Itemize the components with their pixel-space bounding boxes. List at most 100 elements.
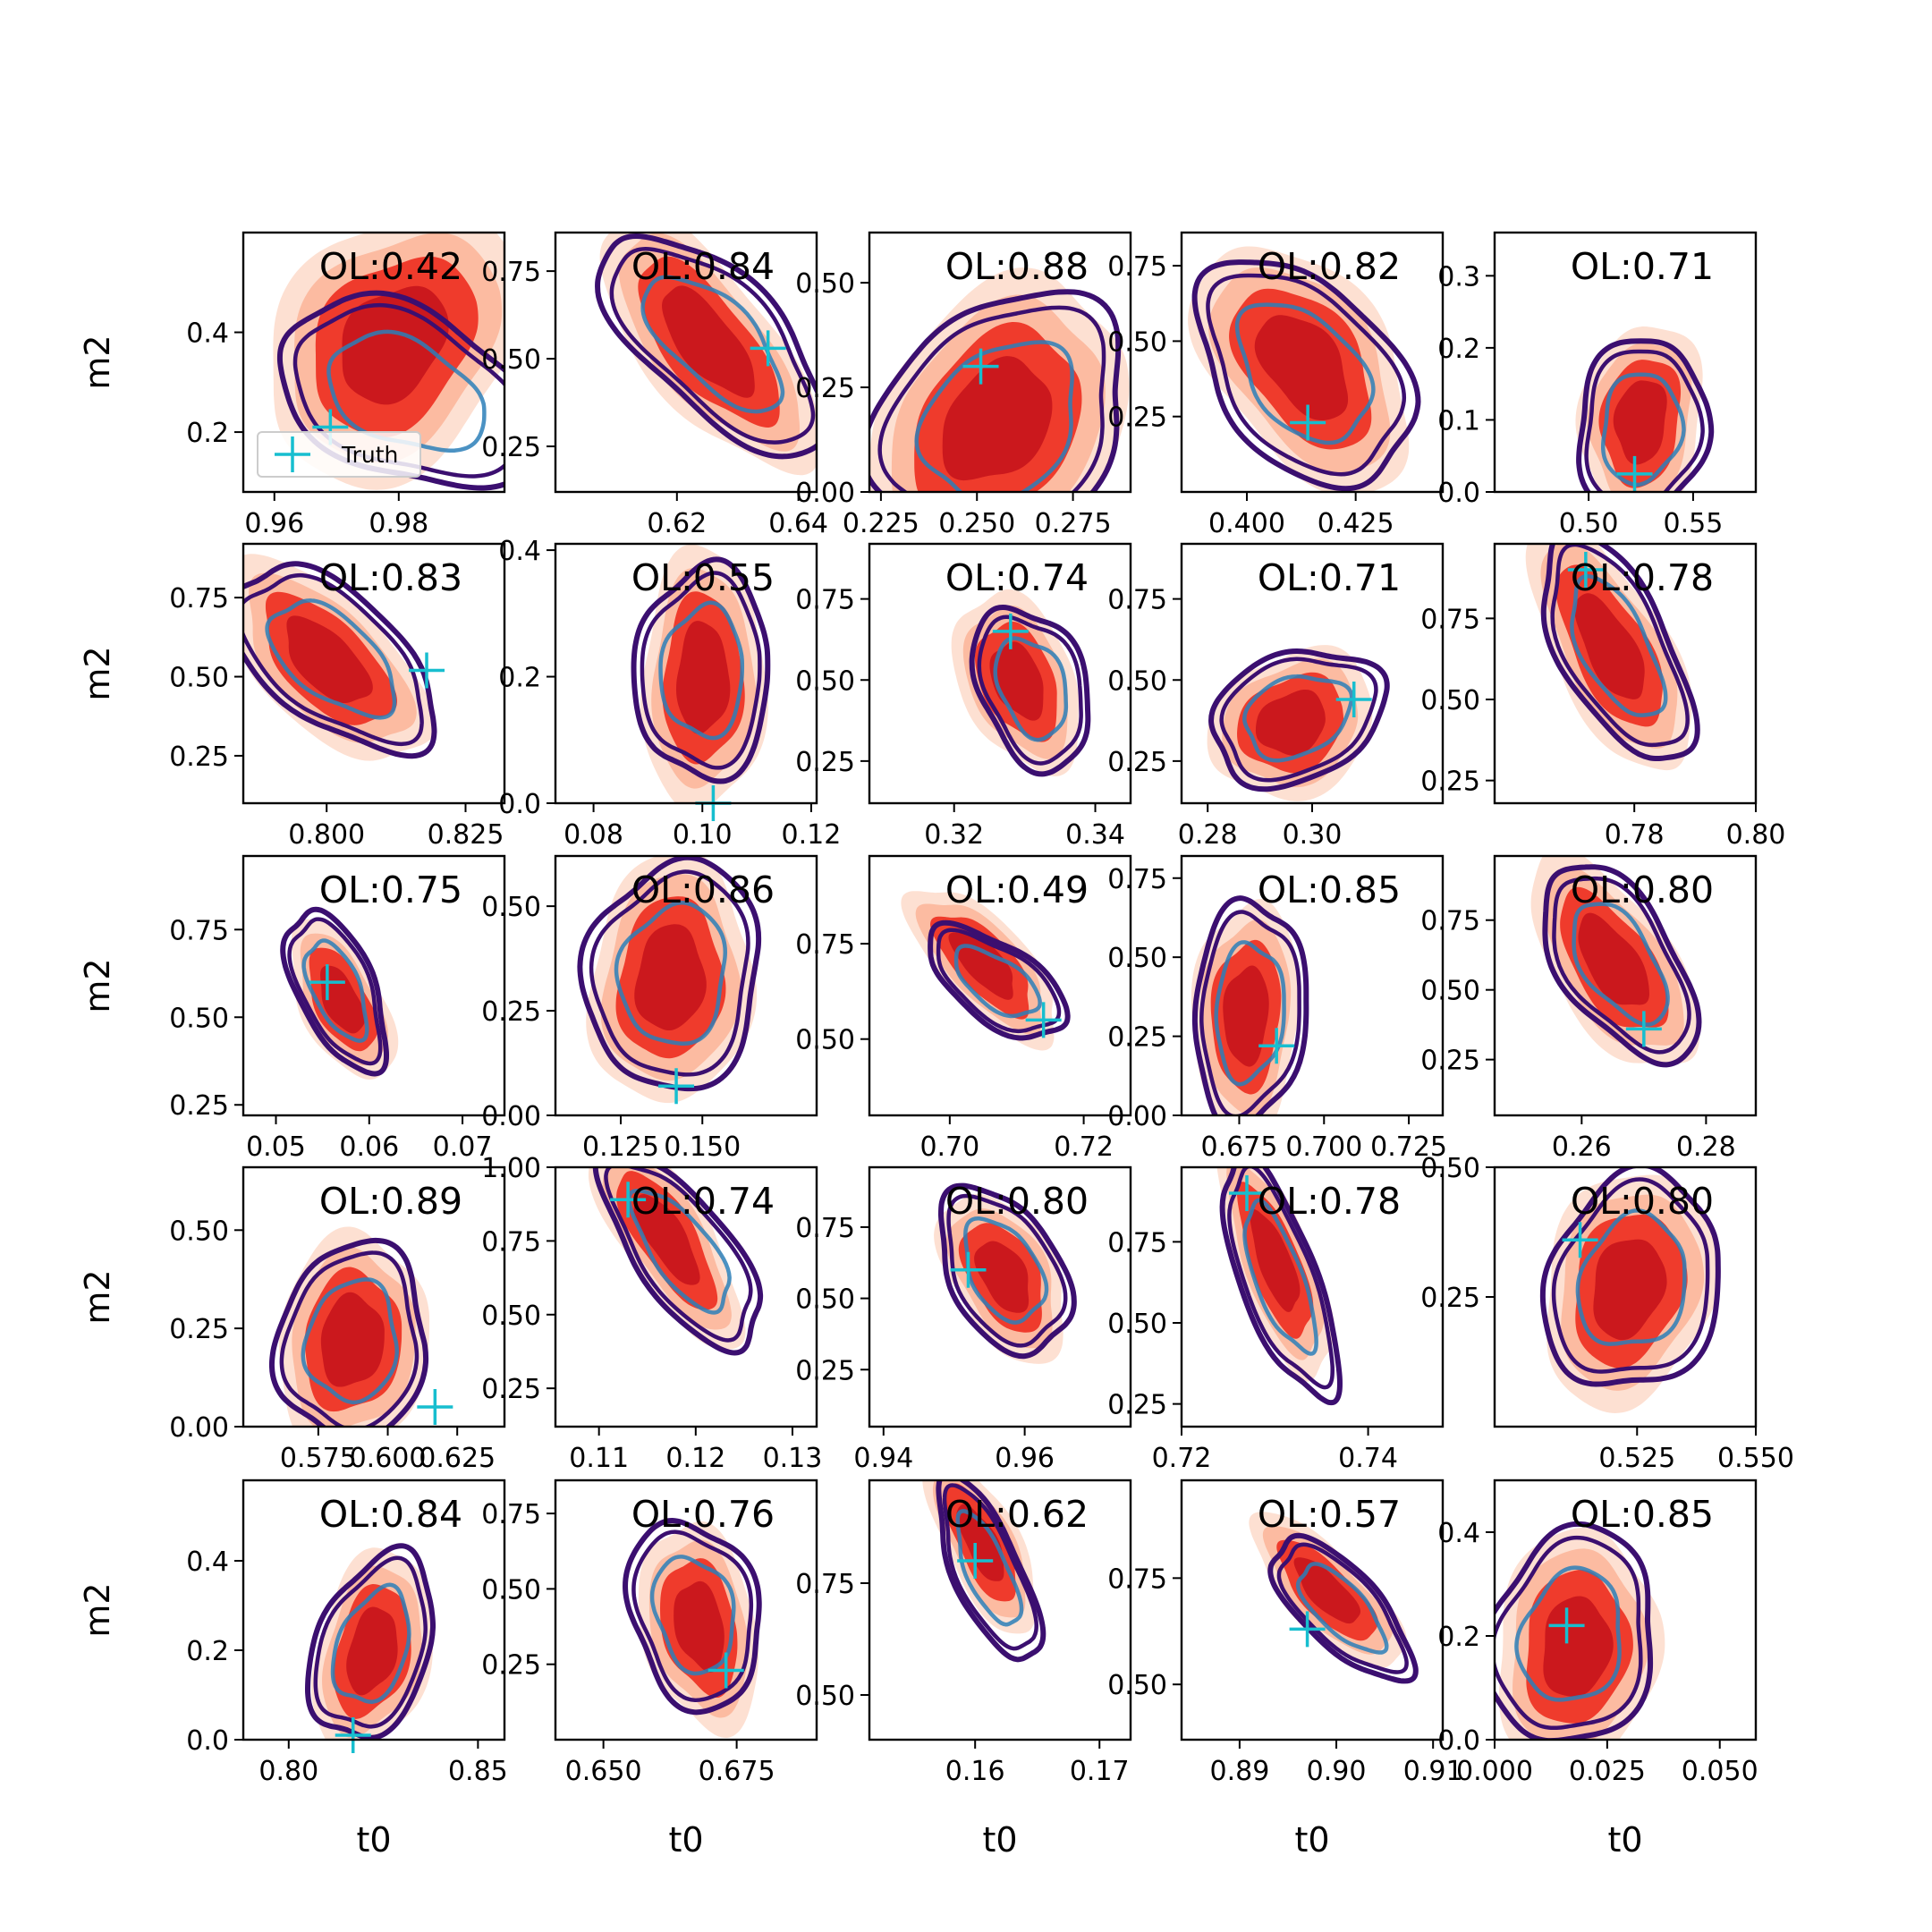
contour-line-1 <box>276 290 504 491</box>
contour-line-2 <box>1552 876 1691 1055</box>
y-tick-label: 0.25 <box>1107 1022 1167 1054</box>
contour-line-2 <box>313 1555 428 1729</box>
truth-marker <box>409 652 445 689</box>
contour-line-2 <box>1219 657 1378 783</box>
y-tick-label: 0.2 <box>186 1636 229 1667</box>
contour-line-3 <box>955 1509 1024 1627</box>
panel-r2-c3: 0.32 0.34 0.25 0.50 0.75 OL:0.74 <box>795 542 1132 851</box>
axes-frame <box>868 854 1132 1117</box>
x-tick-label: 0.96 <box>244 508 304 539</box>
axes-frame <box>1493 854 1758 1117</box>
y-tick-label: 0.75 <box>481 1226 541 1258</box>
y-tick-label: 0.75 <box>795 1569 855 1600</box>
y-tick-label: 0.50 <box>795 268 855 300</box>
y-axis-label: m2 <box>78 1269 117 1324</box>
x-tick-label: 0.10 <box>673 819 733 851</box>
panel-r1-c5: 0.50 0.55 0.0 0.1 0.2 0.3 OL:0.71 <box>1437 231 1758 539</box>
x-tick-label: 0.000 <box>1456 1756 1533 1787</box>
y-tick-label: 0.4 <box>1437 1518 1480 1549</box>
y-tick-label: 0.50 <box>1107 1670 1167 1701</box>
contour-line-2 <box>1551 1177 1710 1374</box>
y-tick-label: 0.75 <box>1107 251 1167 283</box>
x-tick-label: 0.675 <box>1201 1131 1278 1163</box>
plot-area <box>922 1480 1046 1663</box>
truth-marker <box>1567 552 1604 588</box>
contour-line-3 <box>1234 302 1376 445</box>
density-fill-level-4 <box>675 621 731 734</box>
y-tick-label: 0.50 <box>1420 976 1480 1007</box>
y-tick-label: 0.25 <box>1420 1046 1480 1077</box>
y-tick-label: 0.75 <box>795 929 855 961</box>
panel-title: OL:0.55 <box>631 556 775 599</box>
x-axis-label: t0 <box>1607 1820 1642 1860</box>
truth-marker <box>658 1068 695 1105</box>
panel-r5-c2: 0.650 0.675 0.25 0.50 0.75 OL:0.76 t0 <box>481 1479 818 1860</box>
axes-frame <box>242 1165 506 1428</box>
y-tick-label: 0.2 <box>1437 334 1480 365</box>
x-tick-label: 0.225 <box>843 508 919 539</box>
plot-area <box>901 891 1071 1051</box>
truth-marker <box>750 330 786 367</box>
x-tick-label: 0.34 <box>1065 819 1125 851</box>
contour-line-1 <box>243 561 437 759</box>
panel-r2-c2: 0.08 0.10 0.12 0.0 0.2 0.4 OL:0.55 <box>498 536 841 851</box>
density-fill-level-4 <box>346 1606 398 1696</box>
contour-line-2 <box>1495 1535 1643 1731</box>
y-tick-label: 0.25 <box>1420 767 1480 798</box>
y-tick-label: 0.25 <box>1420 1283 1480 1314</box>
x-tick-label: 0.125 <box>582 1131 659 1163</box>
panel-r2-c5: 0.78 0.80 0.25 0.50 0.75 OL:0.78 <box>1420 542 1785 851</box>
density-fill-level-4 <box>320 1292 385 1387</box>
panel-title: OL:0.78 <box>1571 556 1714 599</box>
x-tick-label: 0.050 <box>1682 1756 1758 1787</box>
legend-label: Truth <box>341 442 398 468</box>
y-tick-label: 0.0 <box>1437 478 1480 509</box>
y-tick-label: 0.25 <box>481 1374 541 1405</box>
density-fill-level-4 <box>1578 912 1649 1005</box>
contour-line-2 <box>936 928 1062 1034</box>
contour-line-3 <box>301 938 369 1043</box>
contour-line-3 <box>993 636 1069 742</box>
density-fill-level-4 <box>634 924 707 1031</box>
x-axis-label: t0 <box>982 1820 1017 1860</box>
x-tick-label: 0.78 <box>1605 819 1665 851</box>
truth-marker <box>417 1389 453 1426</box>
y-tick-label: 0.4 <box>186 318 229 350</box>
panel-title: OL:0.85 <box>1571 1493 1714 1536</box>
x-tick-label: 0.55 <box>1664 508 1724 539</box>
contour-line-1 <box>928 919 1071 1041</box>
truth-marker <box>957 1543 994 1579</box>
contour-line-3 <box>953 944 1042 1019</box>
panel-r3-c2: 0.125 0.150 0.00 0.25 0.50 OL:0.86 <box>481 854 818 1163</box>
y-tick-label: 0.50 <box>481 1301 541 1332</box>
contour-line-1 <box>1539 1167 1721 1387</box>
truth-marker <box>1335 682 1372 717</box>
y-tick-label: 0.50 <box>481 344 541 376</box>
x-tick-label: 0.30 <box>1283 819 1343 851</box>
y-tick-label: 0.00 <box>795 478 855 509</box>
x-tick-label: 0.600 <box>350 1443 427 1474</box>
truth-marker <box>1025 1002 1062 1038</box>
y-tick-label: 0.0 <box>498 789 541 820</box>
y-tick-label: 0.75 <box>1107 864 1167 895</box>
x-tick-label: 0.80 <box>258 1756 318 1787</box>
y-tick-label: 0.00 <box>481 1101 541 1132</box>
x-tick-label: 0.06 <box>339 1131 399 1163</box>
panel-title: OL:0.76 <box>631 1493 775 1536</box>
panel-r2-c4: 0.28 0.30 0.25 0.50 0.75 OL:0.71 <box>1107 542 1445 851</box>
axes-frame <box>242 542 506 805</box>
y-tick-label: 0.25 <box>795 373 855 404</box>
x-tick-label: 0.525 <box>1598 1443 1675 1474</box>
axes-frame <box>554 1479 818 1741</box>
density-fill-level-4 <box>1593 1239 1667 1341</box>
axes-frame <box>1180 854 1445 1117</box>
y-tick-label: 0.25 <box>1107 402 1167 434</box>
legend: Truth <box>257 431 421 478</box>
y-axis-label: m2 <box>78 335 117 389</box>
contour-line-1 <box>268 1237 429 1427</box>
axes-frame <box>868 1479 1132 1741</box>
y-tick-label: 0.0 <box>1437 1725 1480 1757</box>
density-fill-level-4 <box>948 932 1013 1000</box>
truth-marker <box>1562 1222 1598 1258</box>
